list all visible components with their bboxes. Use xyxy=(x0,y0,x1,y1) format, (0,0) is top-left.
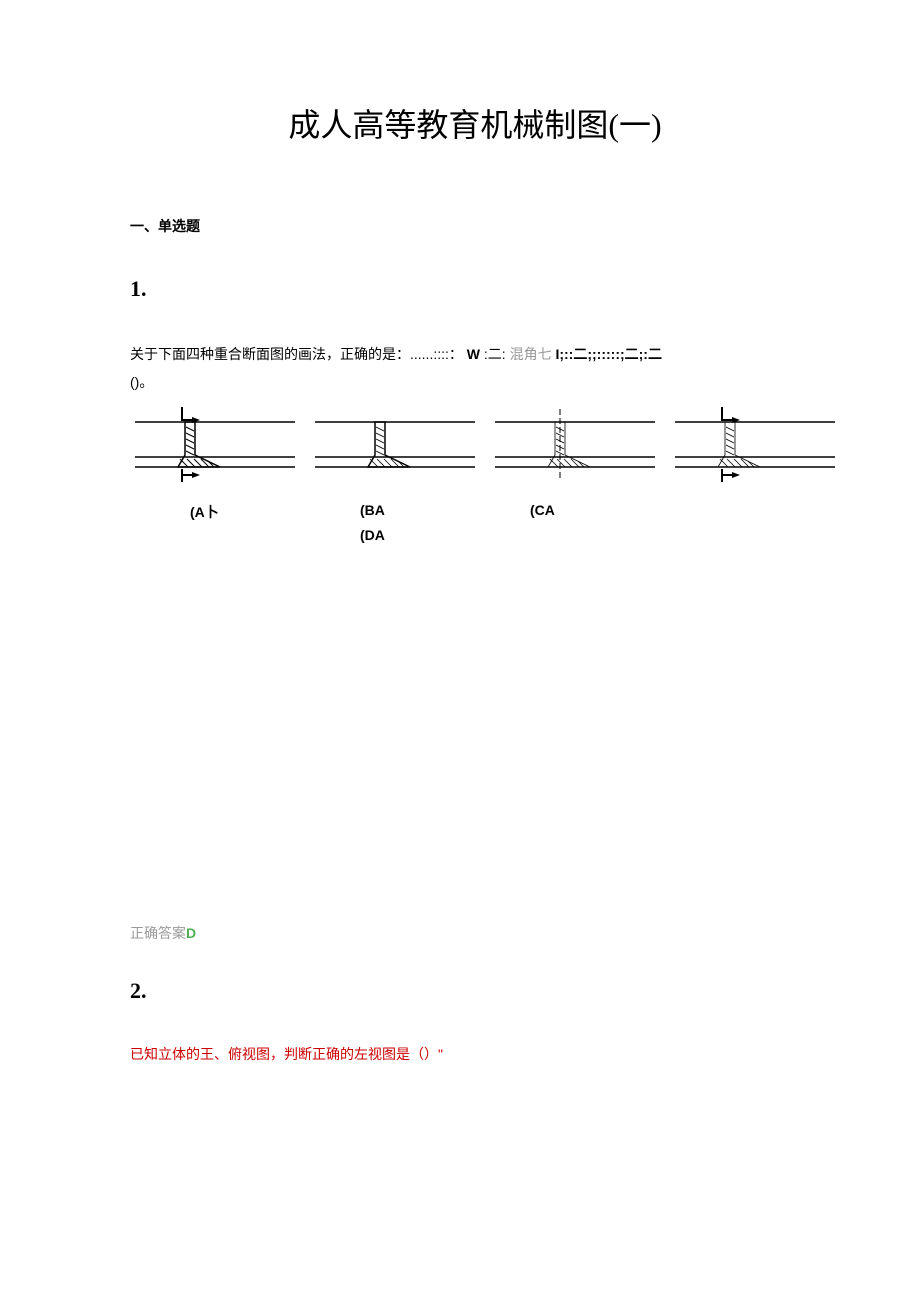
question-1-subtext: ()。 xyxy=(130,372,820,392)
diagram-c xyxy=(490,397,660,492)
answer-1: 正确答案D xyxy=(130,923,820,943)
section-header: 一、单选题 xyxy=(130,216,820,236)
question-1-number: 1. xyxy=(130,276,820,302)
options-row-2: (DA xyxy=(130,527,820,543)
page-title: 成人高等教育机械制图(一) xyxy=(130,100,820,146)
diagrams-row xyxy=(130,397,820,492)
option-c: (CA xyxy=(530,502,700,522)
question-2-number: 2. xyxy=(130,978,820,1004)
question-2-text: 已知立体的王、俯视图，判断正确的左视图是（）" xyxy=(130,1044,820,1064)
diagram-d xyxy=(670,397,840,492)
diagram-a xyxy=(130,397,300,492)
options-row-1: (A卜 (BA (CA xyxy=(130,502,820,522)
option-b: (BA xyxy=(360,502,530,522)
option-d: (DA xyxy=(360,527,385,543)
option-a: (A卜 xyxy=(190,502,360,522)
diagram-b xyxy=(310,397,480,492)
question-1-text: 关于下面四种重合断面图的画法，正确的是：......::::： W :二: 混角… xyxy=(130,342,820,367)
